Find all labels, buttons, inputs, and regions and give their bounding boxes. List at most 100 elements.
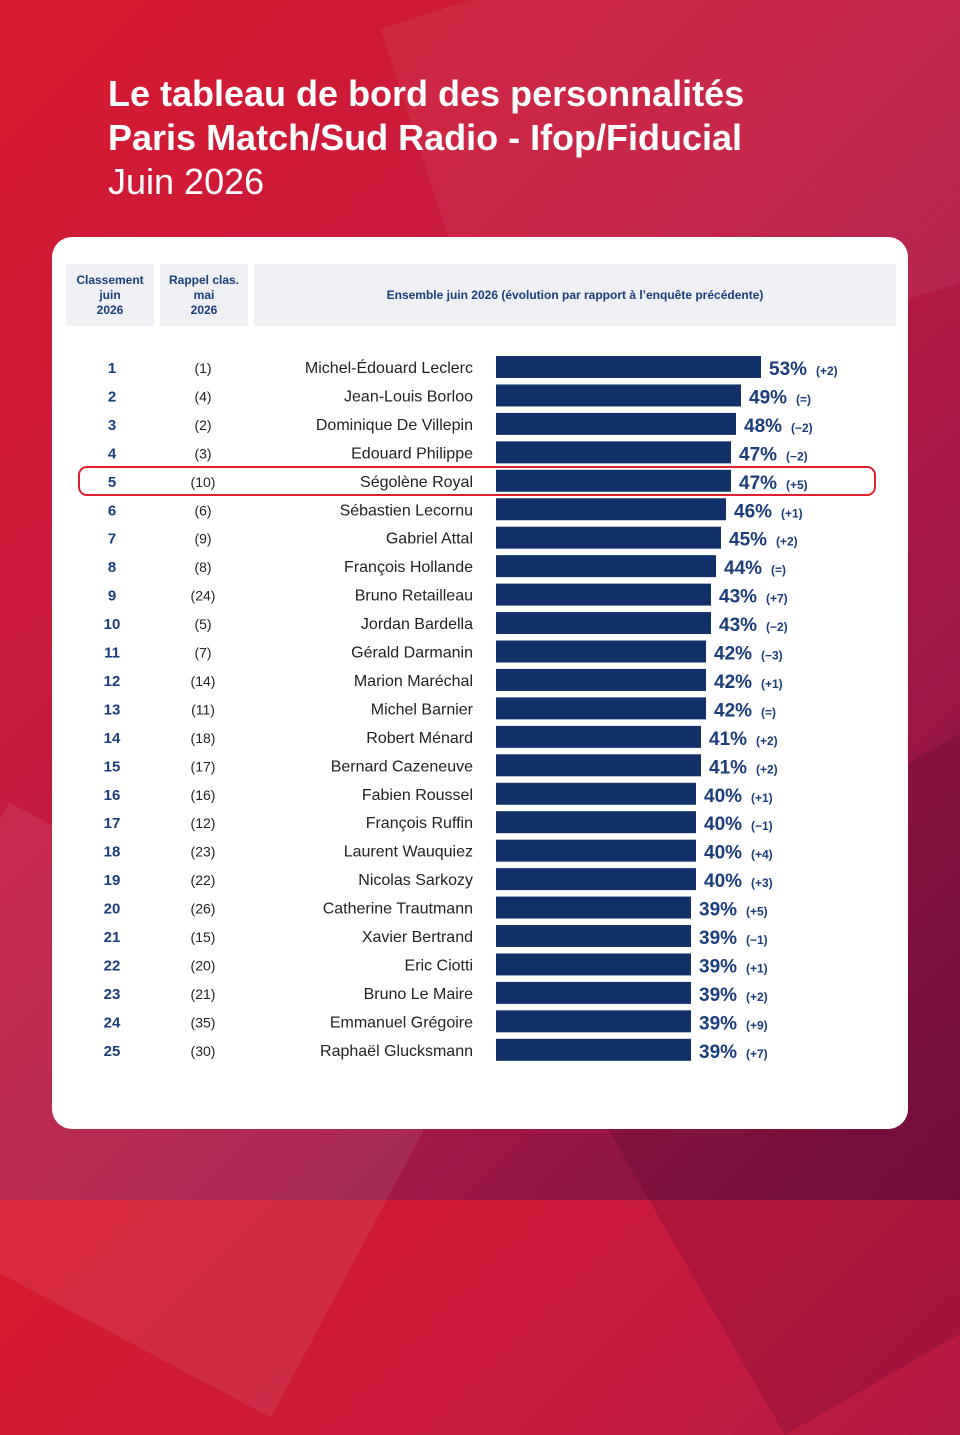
previous-rank-label: (35) bbox=[191, 1014, 216, 1030]
highlight-box bbox=[78, 466, 876, 496]
value-label: 39% bbox=[699, 1042, 737, 1063]
previous-rank-label: (6) bbox=[194, 502, 211, 518]
page-title-line-1: Le tableau de bord des personnalités bbox=[108, 73, 745, 114]
rank-label: 15 bbox=[104, 758, 121, 775]
bar bbox=[496, 981, 691, 1004]
change-label: (−3) bbox=[761, 649, 783, 663]
column-header-overall: Ensemble juin 2026 (évolution par rappor… bbox=[254, 264, 896, 326]
change-label: (=) bbox=[761, 705, 776, 719]
bar bbox=[496, 754, 701, 777]
value-label: 53% bbox=[769, 359, 807, 380]
change-label: (+2) bbox=[756, 762, 778, 776]
value-label: 43% bbox=[719, 587, 757, 608]
value-label: 41% bbox=[709, 757, 747, 778]
value-label: 39% bbox=[699, 900, 737, 921]
ranking-bar-chart: 1 (1) Michel-Édouard Leclerc 53% (+2) 2 (4) Jea… bbox=[104, 356, 838, 1063]
rank-label: 13 bbox=[104, 701, 121, 718]
rank-label: 18 bbox=[104, 844, 121, 861]
change-label: (+3) bbox=[751, 876, 773, 890]
value-label: 39% bbox=[699, 956, 737, 977]
bar bbox=[496, 925, 691, 947]
previous-rank-label: (2) bbox=[194, 417, 211, 433]
previous-rank-label: (15) bbox=[191, 929, 216, 945]
value-label: 39% bbox=[699, 1013, 737, 1034]
previous-rank-label: (11) bbox=[191, 701, 215, 717]
rank-label: 7 bbox=[108, 531, 116, 548]
change-label: (+9) bbox=[746, 1018, 768, 1032]
ranking-card: Classement juin 2026 Rappel clas. mai 20… bbox=[52, 237, 908, 1129]
previous-rank-label: (4) bbox=[194, 388, 211, 404]
previous-rank-label: (21) bbox=[191, 986, 216, 1002]
personality-name: Laurent Wauquiez bbox=[344, 844, 473, 861]
rank-label: 1 bbox=[108, 360, 116, 377]
rank-label: 21 bbox=[104, 929, 121, 946]
bar bbox=[496, 697, 706, 720]
personality-name: Michel-Édouard Leclerc bbox=[305, 358, 473, 377]
page-title-line-2: Paris Match/Sud Radio - Ifop/Fiducial bbox=[108, 117, 743, 158]
personality-name: Sébastien Lecornu bbox=[340, 502, 473, 519]
change-label: (+2) bbox=[746, 990, 768, 1004]
column-header-rank: Classement juin 2026 bbox=[66, 264, 154, 326]
personality-name: Xavier Bertrand bbox=[362, 929, 473, 946]
bar bbox=[496, 356, 761, 378]
rank-label: 8 bbox=[108, 559, 116, 576]
rank-label: 14 bbox=[104, 730, 121, 747]
value-label: 40% bbox=[704, 786, 742, 807]
rank-label: 16 bbox=[104, 787, 121, 804]
value-label: 42% bbox=[714, 672, 752, 693]
personality-name: Jean-Louis Borloo bbox=[344, 388, 473, 405]
bar bbox=[496, 555, 716, 578]
value-label: 40% bbox=[704, 814, 742, 835]
bar bbox=[496, 953, 691, 976]
change-label: (+1) bbox=[746, 961, 768, 975]
rank-label: 5 bbox=[108, 474, 116, 491]
bar bbox=[496, 612, 711, 635]
personality-name: Raphaël Glucksmann bbox=[320, 1043, 473, 1060]
change-label: (+1) bbox=[781, 506, 803, 520]
rank-label: 3 bbox=[108, 417, 116, 434]
change-label: (+1) bbox=[751, 791, 773, 805]
column-header-previous-rank: Rappel clas. mai 2026 bbox=[160, 264, 248, 326]
bar bbox=[496, 668, 706, 691]
personality-name: Gabriel Attal bbox=[386, 531, 473, 548]
bar bbox=[496, 782, 696, 805]
rank-label: 6 bbox=[108, 502, 116, 519]
change-label: (=) bbox=[796, 392, 811, 406]
column-header-overall-label: Ensemble juin 2026 (évolution par rappor… bbox=[386, 287, 764, 302]
page-header: Le tableau de bord des personnalités Par… bbox=[108, 72, 744, 204]
previous-rank-label: (10) bbox=[191, 474, 216, 490]
previous-rank-label: (16) bbox=[191, 787, 216, 803]
column-header-previous-line: mai bbox=[193, 287, 215, 302]
change-label: (−1) bbox=[746, 933, 768, 947]
bar bbox=[496, 725, 701, 748]
previous-rank-label: (9) bbox=[194, 531, 211, 547]
personality-name: Edouard Philippe bbox=[351, 445, 473, 462]
value-label: 41% bbox=[709, 729, 747, 750]
value-label: 40% bbox=[704, 843, 742, 864]
value-label: 49% bbox=[749, 387, 787, 408]
rank-label: 17 bbox=[104, 815, 121, 832]
change-label: (−1) bbox=[751, 819, 773, 833]
previous-rank-label: (5) bbox=[194, 616, 211, 632]
rank-label: 12 bbox=[104, 673, 121, 690]
previous-rank-label: (7) bbox=[194, 645, 211, 661]
column-header-rank-line: juin bbox=[99, 287, 121, 302]
rank-label: 20 bbox=[104, 901, 121, 918]
change-label: (−2) bbox=[766, 620, 788, 634]
column-header-rank-line: 2026 bbox=[96, 302, 124, 317]
value-label: 39% bbox=[699, 928, 737, 949]
personality-name: Emmanuel Grégoire bbox=[330, 1014, 473, 1031]
change-label: (+5) bbox=[746, 905, 768, 919]
change-label: (+7) bbox=[746, 1047, 768, 1061]
previous-rank-label: (18) bbox=[191, 730, 216, 746]
previous-rank-label: (24) bbox=[191, 588, 216, 604]
bar bbox=[496, 839, 696, 862]
change-label: (=) bbox=[771, 563, 786, 577]
personality-name: Ségolène Royal bbox=[360, 474, 473, 491]
rank-label: 24 bbox=[104, 1014, 121, 1031]
change-label: (+5) bbox=[786, 478, 808, 492]
rank-label: 9 bbox=[108, 588, 116, 605]
value-label: 47% bbox=[739, 473, 777, 494]
change-label: (+7) bbox=[766, 592, 788, 606]
previous-rank-label: (26) bbox=[191, 901, 216, 917]
